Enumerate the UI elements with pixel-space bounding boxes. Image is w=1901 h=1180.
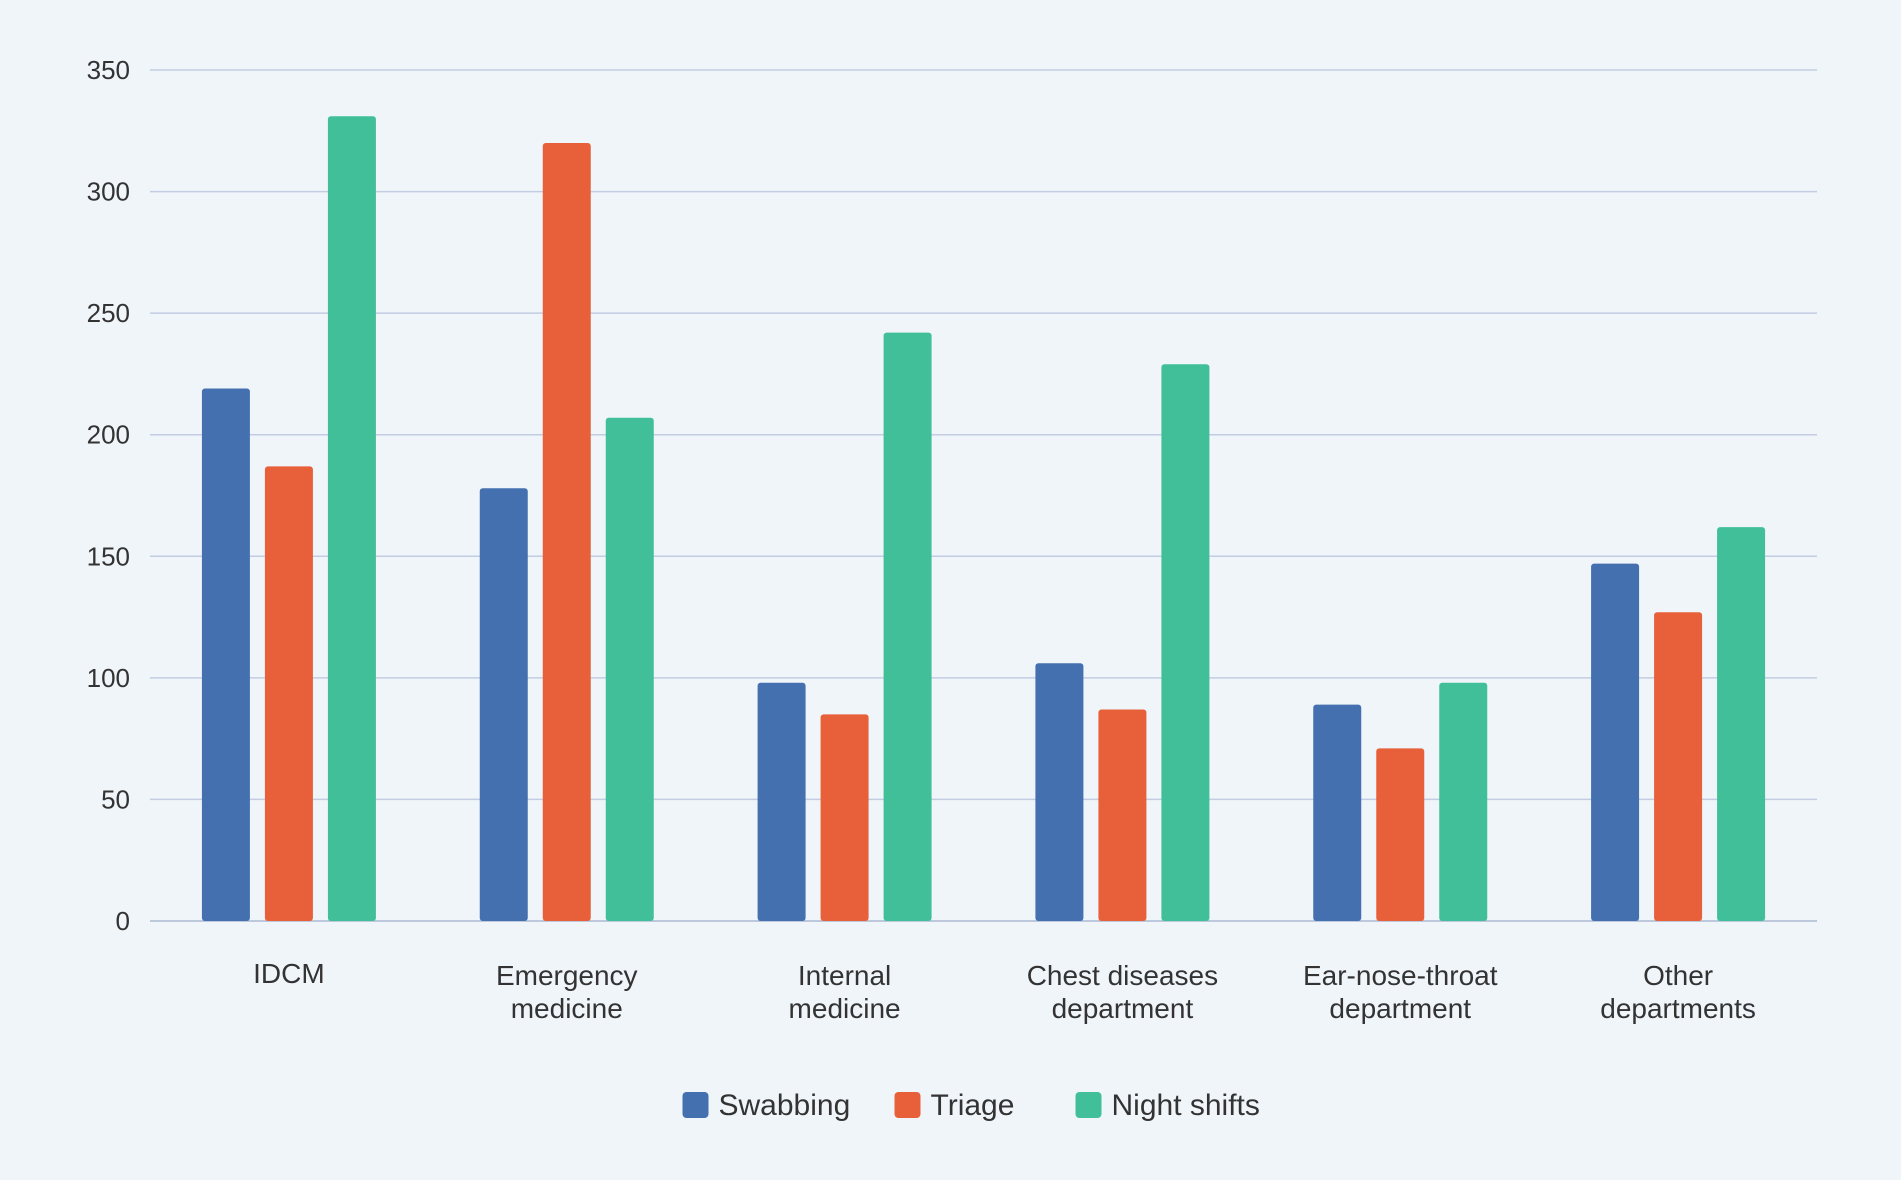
bar-triage	[1098, 709, 1147, 921]
bar-triage	[542, 142, 591, 921]
x-category-label: IDCM	[253, 958, 325, 989]
bar-swabbing	[1313, 704, 1362, 921]
y-tick-label: 250	[87, 298, 130, 328]
x-category-label: Ear-nose-throat	[1303, 960, 1498, 991]
x-category-label: Chest diseases	[1027, 960, 1218, 991]
bar-night-shifts	[883, 332, 932, 921]
x-category-label: Emergency	[496, 960, 638, 991]
x-category-label: Other	[1643, 960, 1713, 991]
bar-night-shifts	[1161, 364, 1210, 921]
bars	[201, 116, 1766, 921]
bar-triage	[1376, 748, 1425, 921]
bar-night-shifts	[605, 417, 654, 921]
x-axis-categories: IDCM EmergencymedicineInternalmedicineChe…	[253, 958, 1756, 1024]
bar-triage	[1654, 612, 1703, 921]
legend-label: Night shifts	[1112, 1089, 1260, 1122]
x-category-label: medicine	[511, 993, 623, 1024]
legend-swatch	[1075, 1092, 1102, 1118]
x-category-label: medicine	[789, 993, 901, 1024]
bar-triage	[264, 466, 313, 921]
bar-swabbing	[1591, 563, 1640, 921]
x-category-label: Internal	[798, 960, 891, 991]
legend-label: Triage	[931, 1089, 1015, 1122]
grid-lines	[150, 69, 1817, 922]
y-tick-label: 0	[116, 906, 130, 936]
legend-swatch	[894, 1092, 921, 1118]
bar-triage	[820, 714, 869, 921]
bar-swabbing	[479, 488, 528, 921]
x-category-label: department	[1329, 993, 1471, 1024]
y-tick-label: 350	[87, 55, 130, 85]
y-tick-label: 100	[87, 663, 130, 693]
y-tick-label: 200	[87, 420, 130, 450]
legend: Swabbing Triage Night shifts	[682, 1089, 1260, 1122]
bar-night-shifts	[327, 116, 376, 921]
bar-swabbing	[757, 682, 806, 921]
legend-label: Swabbing	[719, 1089, 851, 1122]
y-tick-label: 150	[87, 541, 130, 571]
y-axis-ticks: 0 50 100 150 200 250 300 350	[87, 55, 130, 936]
y-tick-label: 50	[101, 784, 130, 814]
y-tick-label: 300	[87, 177, 130, 207]
legend-swatch	[682, 1092, 709, 1118]
x-category-label: departments	[1600, 993, 1756, 1024]
bar-night-shifts	[1439, 682, 1488, 921]
bar-night-shifts	[1717, 527, 1766, 921]
x-category-label: department	[1052, 993, 1194, 1024]
bar-swabbing	[1035, 663, 1084, 921]
bar-swabbing	[201, 388, 250, 921]
